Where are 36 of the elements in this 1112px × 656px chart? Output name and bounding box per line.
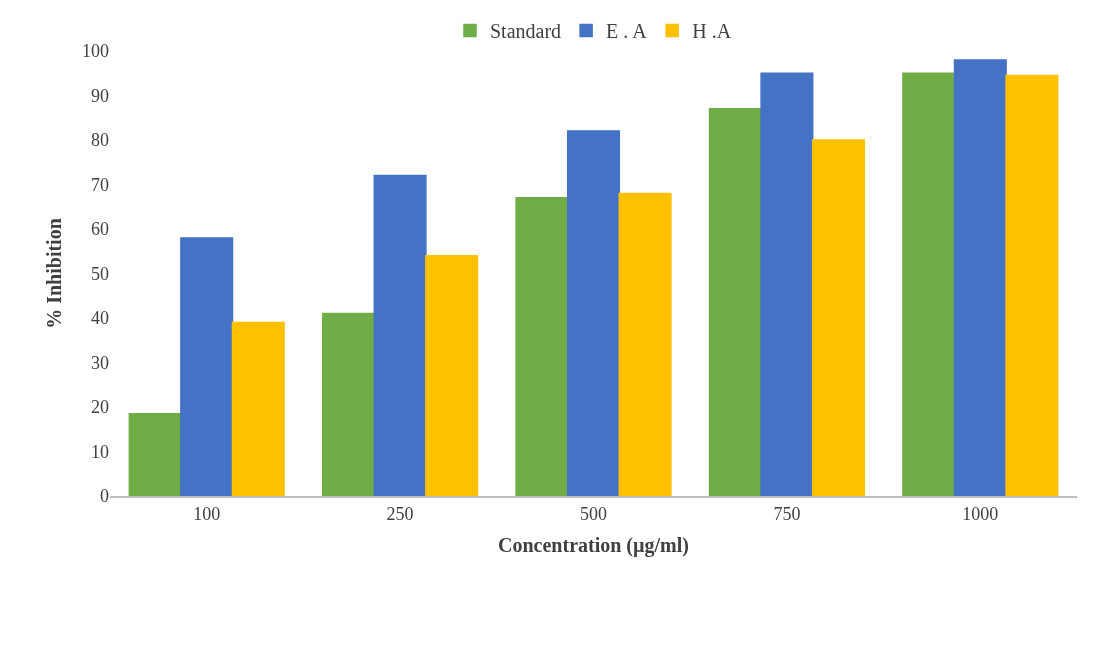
legend-label: H .A — [692, 20, 732, 43]
bar — [902, 72, 956, 496]
x-tick-label: 100 — [193, 503, 221, 524]
y-tick-label: 10 — [91, 441, 109, 462]
y-tick-label: 50 — [91, 263, 109, 284]
legend-label: Standard — [490, 20, 562, 43]
x-axis-title: Concentration (µg/ml) — [498, 533, 689, 557]
y-tick-label: 100 — [82, 41, 109, 62]
y-axis-title: % Inhibition — [42, 218, 65, 329]
bar — [566, 130, 621, 496]
x-tick-label: 250 — [386, 503, 414, 524]
y-tick-label: 90 — [91, 85, 109, 106]
x-tick-label: 1000 — [962, 503, 999, 524]
bar — [1005, 74, 1059, 496]
y-tick-label: 40 — [91, 308, 109, 329]
bar — [128, 412, 182, 496]
bar — [231, 321, 285, 496]
y-tick-label: 0 — [100, 486, 109, 507]
y-tick-label: 20 — [91, 397, 109, 418]
bar — [618, 192, 672, 496]
y-tick-label: 60 — [91, 219, 109, 240]
legend-label: E . A — [606, 20, 648, 43]
y-tick-label: 80 — [91, 130, 109, 151]
bar — [180, 237, 234, 496]
bar — [373, 174, 427, 496]
bar — [321, 312, 376, 496]
bar — [515, 197, 569, 496]
bar — [953, 59, 1007, 496]
bar — [811, 139, 866, 496]
x-tick-label: 500 — [580, 503, 607, 524]
y-tick-label: 30 — [91, 352, 109, 373]
bar — [760, 72, 814, 496]
bar — [425, 254, 479, 496]
x-tick-label: 750 — [773, 503, 801, 524]
y-tick-label: 70 — [91, 174, 109, 195]
bar — [708, 108, 762, 496]
